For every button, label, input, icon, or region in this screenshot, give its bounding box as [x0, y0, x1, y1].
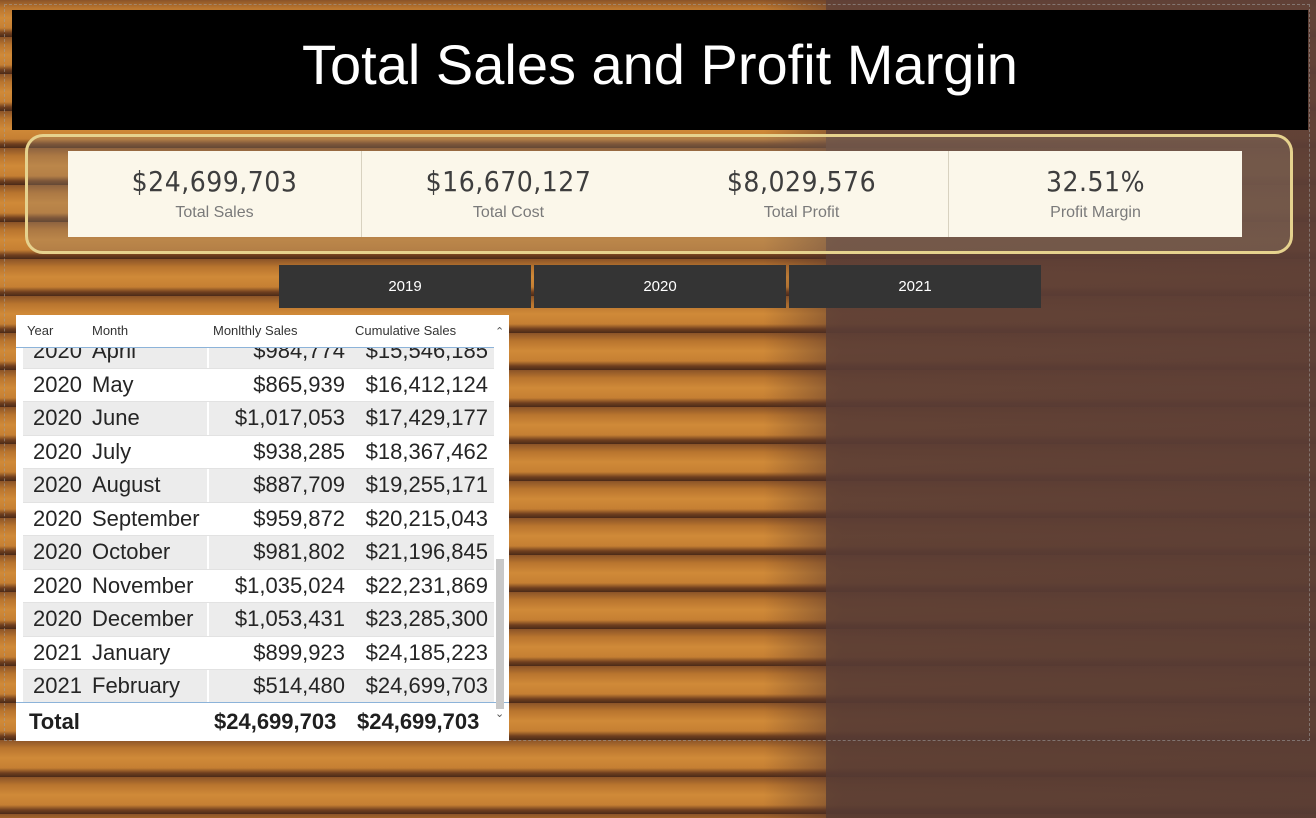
cell-monthly-sales: $1,017,053 [234, 405, 345, 431]
kpi-label: Profit Margin [1050, 204, 1141, 221]
cell-monthly-sales: $981,802 [253, 539, 345, 565]
year-slicer: 2019 2020 2021 [279, 265, 1041, 308]
cell-month: January [92, 639, 171, 665]
cell-cumulative-sales: $24,185,223 [365, 639, 488, 665]
kpi-total-sales: $24,699,703 Total Sales [68, 151, 362, 237]
total-monthly-sales: $24,699,703 [214, 709, 337, 734]
table-row[interactable]: 2020 August $887,709 $19,255,171 [23, 469, 494, 503]
cell-monthly-sales: $1,053,431 [234, 606, 345, 632]
table-row[interactable]: 2020 December $1,053,431 $23,285,300 [23, 603, 494, 637]
table-row[interactable]: 2021 February $514,480 $24,699,703 [23, 670, 494, 702]
cell-cumulative-sales: $21,196,845 [365, 539, 488, 565]
kpi-total-cost: $16,670,127 Total Cost [362, 151, 655, 237]
cell-cumulative-sales: $24,699,703 [365, 673, 488, 699]
cell-monthly-sales: $514,480 [253, 673, 345, 699]
cell-monthly-sales: $865,939 [253, 371, 345, 397]
cell-monthly-sales: $887,709 [253, 472, 345, 498]
table-row[interactable]: 2020 November $1,035,024 $22,231,869 [23, 570, 494, 603]
cell-month: November [92, 572, 194, 598]
cell-year: 2020 [33, 472, 82, 498]
header-cumulative-sales[interactable]: Cumulative Sales [355, 323, 457, 338]
cell-cumulative-sales: $19,255,171 [365, 472, 488, 498]
table-total-row: Total $24,699,703 $24,699,703 [16, 702, 509, 741]
cell-month: June [92, 405, 140, 431]
table-row[interactable]: 2020 September $959,872 $20,215,043 [23, 503, 494, 536]
cell-year: 2021 [33, 673, 82, 699]
table-body[interactable]: 2020 April $984,774 $15,546,185 2020 May $865… [23, 336, 509, 702]
cell-year: 2020 [33, 505, 82, 531]
table-row[interactable]: 2020 July $938,285 $18,367,462 [23, 436, 494, 469]
kpi-value: 32.51% [1045, 165, 1146, 198]
total-cumulative-sales: $24,699,703 [357, 709, 480, 734]
cell-cumulative-sales: $17,429,177 [365, 405, 488, 431]
report-title: Total Sales and Profit Margin [302, 32, 1018, 96]
kpi-label: Total Cost [472, 204, 545, 221]
kpi-profit-margin: 32.51% Profit Margin [949, 151, 1242, 237]
cell-cumulative-sales: $20,215,043 [365, 505, 488, 531]
header-monthly-sales[interactable]: Monlthly Sales [213, 323, 298, 338]
cell-cumulative-sales: $18,367,462 [365, 438, 488, 464]
header-month[interactable]: Month [92, 323, 129, 338]
cell-year: 2020 [33, 438, 82, 464]
table-row[interactable]: 2020 May $865,939 $16,412,124 [23, 369, 494, 402]
title-bar: Total Sales and Profit Margin [12, 10, 1308, 130]
cell-monthly-sales: $959,872 [253, 505, 345, 531]
kpi-value: $24,699,703 [131, 165, 298, 198]
cell-monthly-sales: $899,923 [253, 639, 345, 665]
table-header: Year Month Monlthly Sales Cumulative Sal… [16, 315, 494, 348]
chevron-up-icon[interactable]: ⌃ [495, 325, 505, 338]
kpi-label: Total Sales [175, 204, 254, 221]
cell-year: 2020 [33, 371, 82, 397]
cell-year: 2020 [33, 572, 82, 598]
kpi-value: $16,670,127 [425, 165, 592, 198]
cell-cumulative-sales: $16,412,124 [365, 371, 488, 397]
cell-cumulative-sales: $23,285,300 [365, 606, 488, 632]
table-row[interactable]: 2021 January $899,923 $24,185,223 [23, 637, 494, 670]
sales-table[interactable]: 2020 April $984,774 $15,546,185 2020 May $865… [16, 315, 509, 741]
scroll-thumb[interactable] [496, 559, 504, 709]
table-row[interactable]: 2020 October $981,802 $21,196,845 [23, 536, 494, 570]
cell-month: July [92, 438, 132, 464]
cell-year: 2020 [33, 606, 82, 632]
cell-month: May [92, 371, 134, 397]
cell-year: 2020 [33, 405, 82, 431]
header-year[interactable]: Year [27, 323, 54, 338]
cell-monthly-sales: $1,035,024 [234, 572, 345, 598]
cell-month: December [92, 606, 194, 632]
cell-year: 2021 [33, 639, 82, 665]
cell-month: September [92, 505, 200, 531]
table-row[interactable]: 2020 June $1,017,053 $17,429,177 [23, 402, 494, 436]
cell-cumulative-sales: $22,231,869 [365, 572, 488, 598]
kpi-total-profit: $8,029,576 Total Profit [655, 151, 949, 237]
cell-month: October [92, 539, 171, 565]
total-label: Total [29, 709, 80, 734]
chevron-down-icon[interactable]: ⌄ [495, 707, 505, 720]
cell-month: August [92, 472, 161, 498]
year-button-2021[interactable]: 2021 [789, 265, 1041, 308]
cell-monthly-sales: $938,285 [253, 438, 345, 464]
table-scrollbar[interactable]: ⌃ ⌄ [494, 323, 506, 727]
year-button-2020[interactable]: 2020 [534, 265, 786, 308]
cell-year: 2020 [33, 539, 82, 565]
kpi-label: Total Profit [763, 204, 840, 221]
cell-month: February [92, 673, 181, 699]
kpi-value: $8,029,576 [726, 165, 877, 198]
kpi-card[interactable]: $24,699,703 Total Sales $16,670,127 Tota… [68, 151, 1242, 237]
year-button-2019[interactable]: 2019 [279, 265, 531, 308]
